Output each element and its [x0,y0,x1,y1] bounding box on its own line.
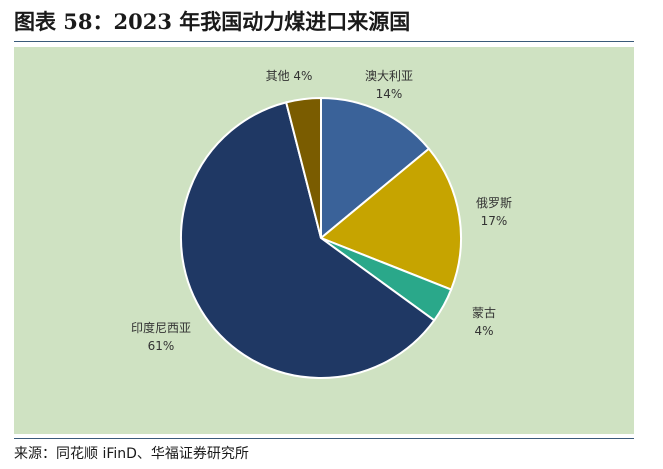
pie-slice [180,101,436,379]
pie-slice [320,96,431,241]
source-note: 来源：同花顺 iFinD、华福证券研究所 [14,446,249,462]
slice-value-label: 61% [148,339,175,353]
slice-label: 蒙古 [472,305,496,320]
slice-label: 印度尼西亚 [131,320,191,335]
slice-value-label: 17% [481,214,508,228]
title-divider [14,41,634,42]
pie-slice [319,147,462,291]
slice-label: 其他 4% [266,69,313,83]
slice-label: 澳大利亚 [365,69,413,83]
slice-value-label: 4% [474,324,493,338]
footer-divider [14,438,634,439]
slice-value-label: 14% [376,87,403,101]
chart-area: 澳大利亚 14% 俄罗斯 17% 蒙古 4% 印度尼西亚 61% 其他 4% [14,47,634,434]
chart-title: 图表 58：2023 年我国动力煤进口来源国 [14,9,411,34]
slice-label: 俄罗斯 [476,196,512,210]
pie-chart: 澳大利亚 14% 俄罗斯 17% 蒙古 4% 印度尼西亚 61% 其他 4% [131,69,512,379]
pie-slice [284,96,322,239]
